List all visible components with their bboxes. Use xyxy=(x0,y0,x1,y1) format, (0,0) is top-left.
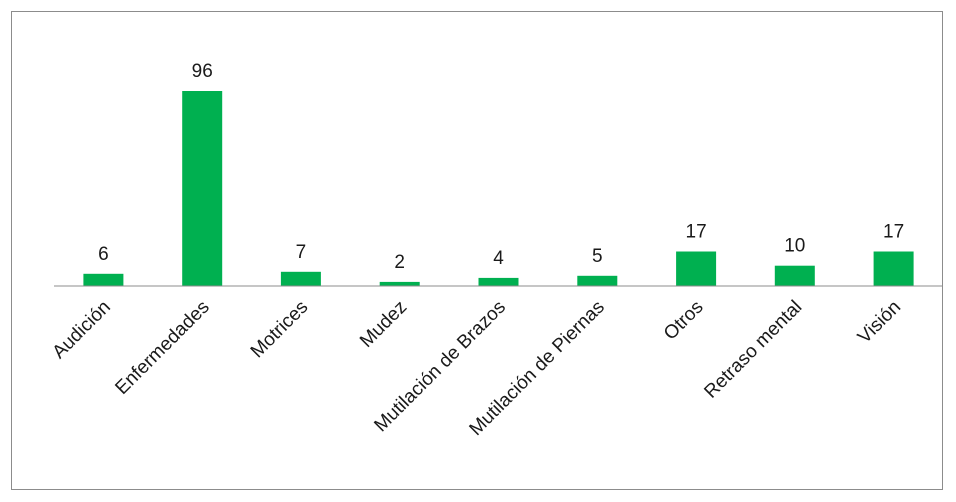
chart-frame xyxy=(11,11,943,490)
data-label: 17 xyxy=(883,222,904,243)
data-label: 2 xyxy=(394,252,405,273)
category-label: Retraso mental xyxy=(700,297,806,403)
bar xyxy=(873,251,914,286)
data-label: 10 xyxy=(784,236,805,257)
bar xyxy=(676,251,717,286)
data-label: 96 xyxy=(192,61,213,82)
data-labels-group: 6 96 7 2 4 5 17 10 17 xyxy=(98,61,904,273)
data-label: 6 xyxy=(98,244,109,265)
bar xyxy=(83,273,124,286)
category-label: Enfermedades xyxy=(112,297,214,399)
bar xyxy=(577,275,618,286)
data-label: 5 xyxy=(592,246,603,267)
data-label: 17 xyxy=(686,222,707,243)
bars-group xyxy=(83,91,914,286)
bar xyxy=(774,265,815,286)
category-label: Mudez xyxy=(356,297,411,352)
bar xyxy=(379,281,420,286)
category-label: Otros xyxy=(660,297,708,345)
bar xyxy=(478,277,519,286)
bar xyxy=(280,271,321,286)
category-label: Audición xyxy=(49,297,115,363)
data-label: 7 xyxy=(296,242,307,263)
bar xyxy=(182,91,223,286)
category-label: Visión xyxy=(854,297,905,348)
category-label: Motrices xyxy=(247,297,313,363)
data-label: 4 xyxy=(493,248,504,269)
